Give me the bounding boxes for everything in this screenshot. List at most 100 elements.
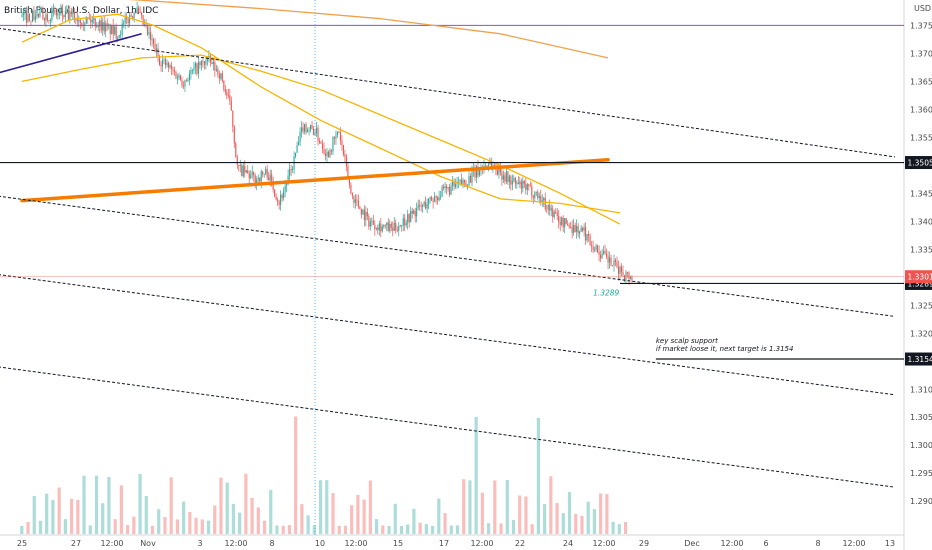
candle-body <box>486 165 488 167</box>
price-tick: 1.3700 <box>910 49 932 58</box>
currency-label: USD <box>914 4 931 13</box>
volume-bar <box>312 525 316 534</box>
volume-bar <box>76 499 80 534</box>
candle-body <box>21 15 23 17</box>
candle-body <box>559 222 561 225</box>
candle-body <box>452 182 454 186</box>
candle-body <box>214 62 216 71</box>
candle-body <box>626 272 629 273</box>
volume-bar <box>113 519 117 534</box>
candle-body <box>429 196 431 199</box>
candle-body <box>462 179 464 185</box>
volume-bar <box>449 525 453 534</box>
candle-body <box>96 25 98 27</box>
trend-line-1 <box>20 157 610 203</box>
trend-line-4 <box>0 274 896 396</box>
volume-bar <box>493 480 497 534</box>
candle-body <box>375 227 377 230</box>
candle-body <box>69 11 71 20</box>
candle-body <box>387 222 389 232</box>
price-tick: 1.2900 <box>910 497 932 506</box>
candle-body <box>251 172 253 175</box>
candle-body <box>323 148 325 155</box>
candle-body <box>274 189 276 197</box>
price-tick: 1.3100 <box>910 385 932 394</box>
candle-body <box>407 214 409 224</box>
volume-bar <box>213 505 217 534</box>
volume-bar <box>57 487 61 534</box>
candle-body <box>265 169 267 174</box>
candle-body <box>419 204 421 206</box>
candle-body <box>302 127 304 132</box>
candle-body <box>528 184 530 186</box>
candle-body <box>40 10 42 12</box>
candle-body <box>114 26 116 35</box>
candle-body <box>305 124 307 133</box>
volume-bar <box>51 499 55 534</box>
candle-body <box>173 70 176 73</box>
candle-body <box>369 221 371 227</box>
candle-body <box>631 276 633 281</box>
candle-body <box>365 211 367 220</box>
volume-bar <box>412 508 416 534</box>
candle-body <box>28 13 31 21</box>
price-tick: 1.2950 <box>910 469 932 478</box>
volume-bar <box>443 513 447 534</box>
candle-body <box>49 19 51 22</box>
candle-body <box>438 197 440 201</box>
candle-body <box>558 215 560 223</box>
candle-body <box>295 152 297 157</box>
candle-body <box>393 222 395 231</box>
support-price-label: 1.3289 <box>593 288 619 297</box>
level-badge-1.3505-text: 1.3505 <box>908 159 932 168</box>
volume-bar <box>586 501 590 534</box>
price-tick: 1.3450 <box>910 189 932 198</box>
candle-body <box>552 208 554 217</box>
volume-bar <box>244 473 248 534</box>
candle-body <box>592 246 594 251</box>
candle-body <box>478 169 481 176</box>
candle-body <box>513 178 515 181</box>
candle-body <box>22 13 25 16</box>
candle-body <box>286 183 288 186</box>
candle-body <box>121 23 123 35</box>
candle-body <box>256 179 258 184</box>
candle-body <box>280 194 282 205</box>
candle-body <box>628 272 630 280</box>
candle-body <box>604 251 606 255</box>
candle-body <box>58 12 60 14</box>
candle-body <box>420 205 422 207</box>
candle-body <box>217 68 219 75</box>
candle-body <box>284 185 286 192</box>
trend-line-5 <box>0 366 896 488</box>
candle-body <box>169 65 171 68</box>
volume-bar <box>393 503 397 534</box>
candle-body <box>504 175 506 182</box>
candle-body <box>123 22 125 24</box>
volume-bar <box>206 520 211 534</box>
candle-body <box>619 266 621 274</box>
candle-body <box>441 186 443 197</box>
price-tick: 1.3050 <box>910 413 932 422</box>
candle-body <box>508 176 510 183</box>
candle-body <box>398 226 400 231</box>
candle-body <box>317 127 319 141</box>
volume-bar <box>605 494 609 534</box>
volume-bar <box>306 515 310 534</box>
moving-average-3 <box>127 0 609 59</box>
candle-body <box>469 176 472 183</box>
candle-body <box>514 178 516 184</box>
candle-body <box>591 245 593 247</box>
candle-body <box>490 163 492 169</box>
candle-body <box>546 208 548 210</box>
candle-body <box>450 185 452 195</box>
volume-bar <box>126 525 130 534</box>
candle-body <box>329 150 331 157</box>
candle-body <box>399 225 401 227</box>
candle-body <box>395 222 397 231</box>
candle-body <box>523 181 525 185</box>
candle-body <box>154 44 156 52</box>
candle-body <box>568 225 570 227</box>
volume-bar <box>462 479 466 534</box>
